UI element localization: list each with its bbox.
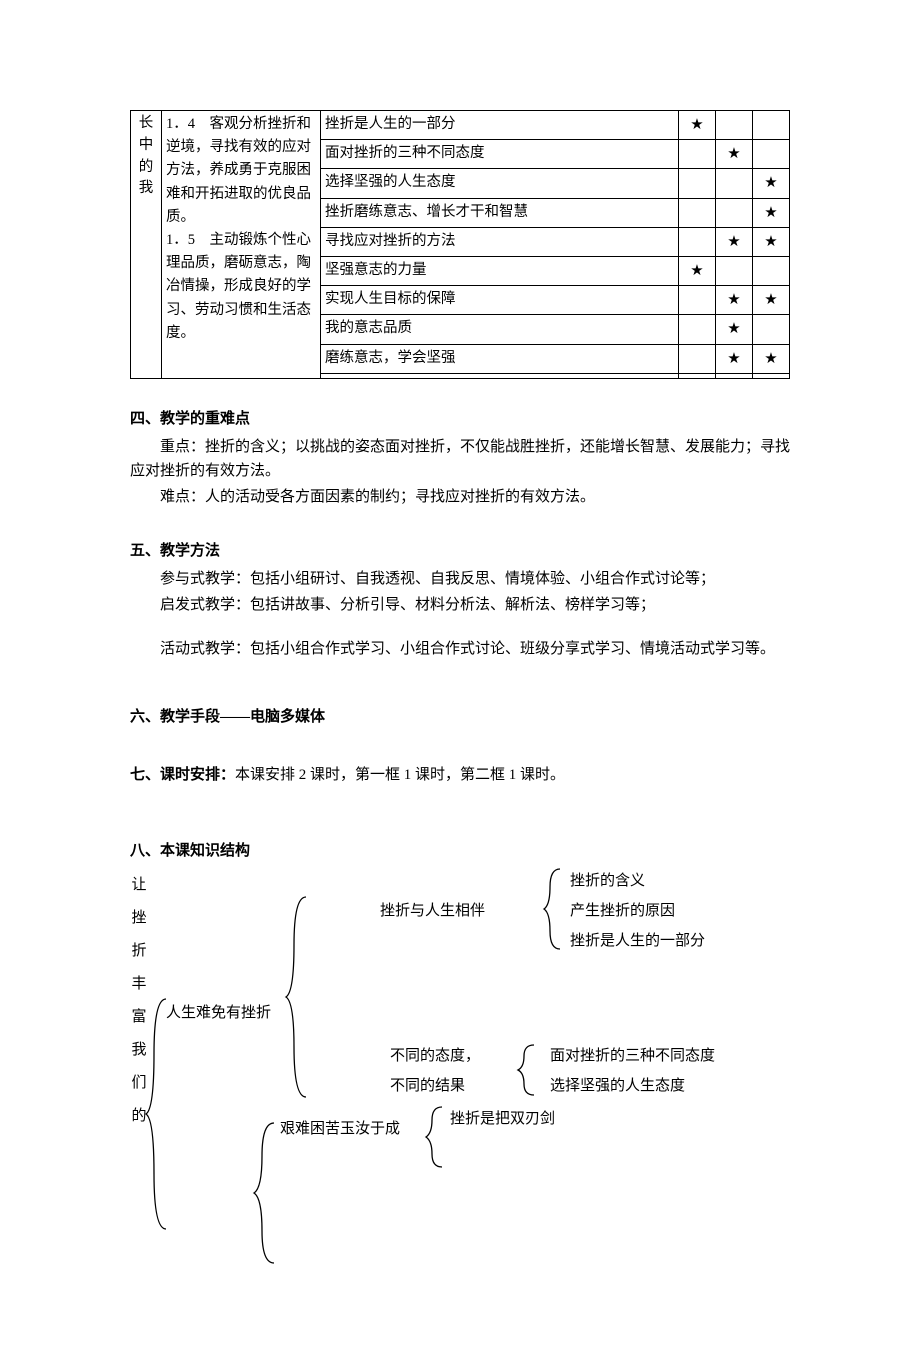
brace-icon xyxy=(254,1123,278,1263)
topic-cell: 面对挫折的三种不同态度 xyxy=(321,140,679,169)
star-cell xyxy=(679,227,716,256)
star-cell: ★ xyxy=(753,286,790,315)
star-cell: ★ xyxy=(716,315,753,344)
star-cell xyxy=(679,373,716,378)
star-cell xyxy=(716,111,753,140)
sec7-label: 七、课时安排： xyxy=(130,767,235,783)
star-cell xyxy=(753,140,790,169)
sec7-rest: 本课安排 2 课时，第一框 1 课时，第二框 1 课时。 xyxy=(235,767,565,783)
table-desc-cell: 1．4 客观分析挫折和逆境，寻找有效的应对方法，养成勇于克服困难和开拓进取的优良… xyxy=(162,111,321,379)
topic-cell: 挫折是人生的一部分 xyxy=(321,111,679,140)
star-cell xyxy=(716,169,753,198)
ks-level2c: 艰难困苦玉汝于成 xyxy=(280,1117,400,1141)
sec4-p2: 难点：人的活动受各方面因素的制约；寻找应对挫折的有效方法。 xyxy=(130,485,790,509)
vchar: 我 xyxy=(139,180,154,196)
star-cell xyxy=(753,256,790,285)
ks-r1b: 产生挫折的原因 xyxy=(570,899,675,923)
ks-r2b: 选择坚强的人生态度 xyxy=(550,1074,685,1098)
topic-cell: 选择坚强的人生态度 xyxy=(321,169,679,198)
star-cell: ★ xyxy=(679,256,716,285)
section-7-line: 七、课时安排：本课安排 2 课时，第一框 1 课时，第二框 1 课时。 xyxy=(130,763,790,787)
topic-cell: 寻找应对挫折的方法 xyxy=(321,227,679,256)
topic-cell xyxy=(321,373,679,378)
star-cell: ★ xyxy=(753,198,790,227)
star-cell xyxy=(679,140,716,169)
ks-level2b-line1: 不同的态度， xyxy=(390,1044,480,1068)
star-cell xyxy=(679,344,716,373)
brace-icon xyxy=(286,897,310,1097)
star-cell: ★ xyxy=(716,286,753,315)
ks-r1a: 挫折的含义 xyxy=(570,869,645,893)
star-cell xyxy=(716,198,753,227)
vchar: 长 xyxy=(139,115,154,131)
topic-cell: 挫折磨练意志、增长才干和智慧 xyxy=(321,198,679,227)
star-cell xyxy=(716,373,753,378)
star-cell: ★ xyxy=(753,169,790,198)
star-cell: ★ xyxy=(716,227,753,256)
star-cell xyxy=(753,373,790,378)
section-4-heading: 四、教学的重难点 xyxy=(130,407,790,431)
star-cell xyxy=(679,315,716,344)
vchar: 中 xyxy=(139,137,154,153)
star-cell: ★ xyxy=(716,344,753,373)
star-cell xyxy=(679,286,716,315)
star-cell: ★ xyxy=(753,227,790,256)
ks-level2a: 挫折与人生相伴 xyxy=(380,899,485,923)
ks-level1: 人生难免有挫折 xyxy=(166,1001,271,1025)
star-cell xyxy=(753,315,790,344)
ks-r2a: 面对挫折的三种不同态度 xyxy=(550,1044,715,1068)
star-cell xyxy=(679,169,716,198)
ks-level2b-line2: 不同的结果 xyxy=(390,1074,465,1098)
topic-cell: 坚强意志的力量 xyxy=(321,256,679,285)
brace-icon xyxy=(426,1107,446,1167)
star-cell xyxy=(716,256,753,285)
star-cell xyxy=(679,198,716,227)
sec5-p1: 参与式教学：包括小组研讨、自我透视、自我反思、情境体验、小组合作式讨论等； xyxy=(130,567,790,591)
table-left-vertical: 长 中 的 我 xyxy=(131,111,162,379)
section-8-heading: 八、本课知识结构 xyxy=(130,839,790,863)
ks-r1c: 挫折是人生的一部分 xyxy=(570,929,705,953)
star-cell: ★ xyxy=(753,344,790,373)
sec4-p1: 重点：挫折的含义；以挑战的姿态面对挫折，不仅能战胜挫折，还能增长智慧、发展能力；… xyxy=(130,435,790,483)
knowledge-structure: 让 挫 折 丰 富 我 们 的 人生难免有挫折 挫折与人生相伴 不同的态度， 不… xyxy=(130,869,790,1289)
objectives-table: 长 中 的 我 1．4 客观分析挫折和逆境，寻找有效的应对方法，养成勇于克服困难… xyxy=(130,110,790,379)
star-cell: ★ xyxy=(716,140,753,169)
sec5-p3: 活动式教学：包括小组合作式学习、小组合作式讨论、班级分享式学习、情境活动式学习等… xyxy=(130,637,790,661)
topic-cell: 我的意志品质 xyxy=(321,315,679,344)
brace-icon xyxy=(146,999,170,1229)
topic-cell: 磨练意志，学会坚强 xyxy=(321,344,679,373)
sec5-p2: 启发式教学：包括讲故事、分析引导、材料分析法、解析法、榜样学习等； xyxy=(130,593,790,617)
section-5-heading: 五、教学方法 xyxy=(130,539,790,563)
ks-r3a: 挫折是把双刃剑 xyxy=(450,1107,555,1131)
star-cell xyxy=(753,111,790,140)
topic-cell: 实现人生目标的保障 xyxy=(321,286,679,315)
star-cell: ★ xyxy=(679,111,716,140)
brace-icon xyxy=(518,1045,538,1095)
vchar: 的 xyxy=(139,159,154,175)
section-6-heading: 六、教学手段——电脑多媒体 xyxy=(130,705,790,729)
brace-icon xyxy=(544,869,564,949)
